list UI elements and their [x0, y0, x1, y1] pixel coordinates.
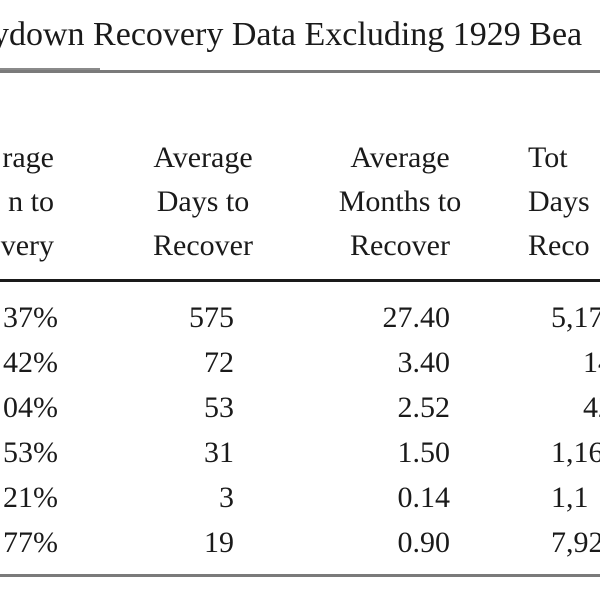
table-cell: 3	[219, 481, 234, 514]
table-row: 53% 31 1.50 1,16	[0, 431, 600, 475]
table-cell: 7,92	[551, 526, 600, 559]
header-line: Recover	[350, 229, 450, 262]
table-cell: 04%	[3, 391, 58, 424]
table-row: 37% 575 27.40 5,17	[0, 296, 600, 340]
header-line: Months to	[338, 185, 462, 218]
table-cell: 1,16	[551, 436, 600, 469]
table-cell: 31	[204, 436, 234, 469]
table-row: 21% 3 0.14 1,1	[0, 476, 600, 520]
table-cell: 42%	[3, 346, 58, 379]
column-header-average-days: Average Days to Recover	[147, 136, 259, 268]
table-cell: 72	[204, 346, 234, 379]
header-line: Reco	[528, 229, 590, 262]
table-row: 77% 19 0.90 7,92	[0, 521, 600, 565]
table-cell: 0.90	[397, 526, 451, 559]
header-line: rage	[2, 141, 54, 174]
table-cell: 5,17	[551, 301, 600, 334]
table-cell: 27.40	[382, 301, 451, 334]
table-bottom-rule	[0, 574, 600, 577]
header-line: Recover	[153, 229, 253, 262]
table-cell: 0.14	[397, 481, 451, 514]
table-row: 04% 53 2.52 42	[0, 386, 600, 430]
header-line: Days	[528, 185, 590, 218]
table-cell: 42	[583, 391, 600, 424]
table-cell: 37%	[3, 301, 58, 334]
table-top-rule	[0, 70, 600, 73]
header-line: Tot	[528, 141, 568, 174]
header-line: Days to	[156, 185, 250, 218]
table-cell: 1,1	[551, 481, 589, 514]
title-underline	[0, 68, 100, 70]
table-title: ydown Recovery Data Excluding 1929 Bea	[0, 16, 583, 53]
header-divider-rule	[0, 279, 600, 282]
header-line: Average	[350, 141, 450, 174]
header-line: n to	[8, 185, 54, 218]
table-cell: 1.50	[397, 436, 451, 469]
table-cell: 77%	[3, 526, 58, 559]
table-row: 42% 72 3.40 14	[0, 341, 600, 385]
header-line: overy	[0, 229, 54, 262]
table-cell: 3.40	[397, 346, 451, 379]
column-header-total-days: Tot Days Reco	[528, 136, 590, 268]
header-line: Average	[153, 141, 253, 174]
table-cell: 21%	[3, 481, 58, 514]
column-header-average-months: Average Months to Recover	[320, 136, 480, 268]
table-cell: 19	[204, 526, 234, 559]
table-cell: 53	[204, 391, 234, 424]
table-cell: 575	[189, 301, 234, 334]
table-cell: 2.52	[397, 391, 451, 424]
table-cell: 53%	[3, 436, 58, 469]
column-header-gain-to-recovery: rage n to overy	[0, 136, 54, 268]
table-cell: 14	[583, 346, 600, 379]
